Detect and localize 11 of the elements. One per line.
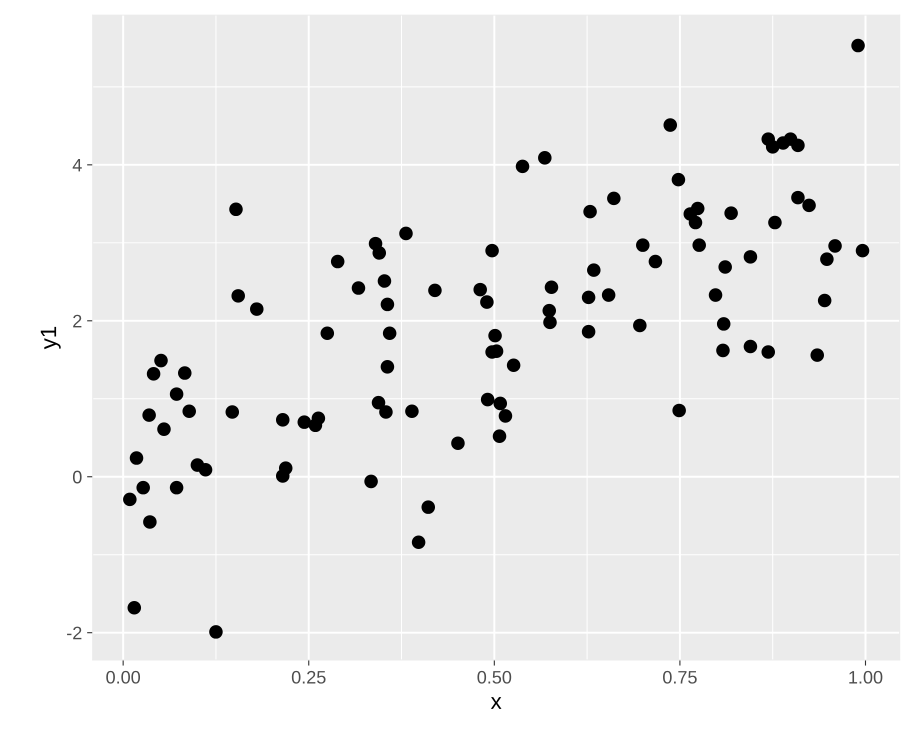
x-tick-label: 0.00 (106, 670, 140, 684)
y-axis-title: y1 (40, 326, 61, 350)
y-tick-label: 4 (72, 158, 82, 172)
x-tick-label: 0.50 (477, 670, 512, 684)
x-tick-label: 0.75 (663, 670, 697, 684)
x-tick-label: 0.25 (292, 670, 326, 684)
x-axis-title: x (490, 697, 502, 709)
y-tick-label: 2 (73, 314, 82, 328)
x-tick-label: 1.00 (849, 670, 882, 684)
y-tick-label: -2 (67, 626, 82, 640)
y-tick-label: 0 (72, 470, 82, 484)
